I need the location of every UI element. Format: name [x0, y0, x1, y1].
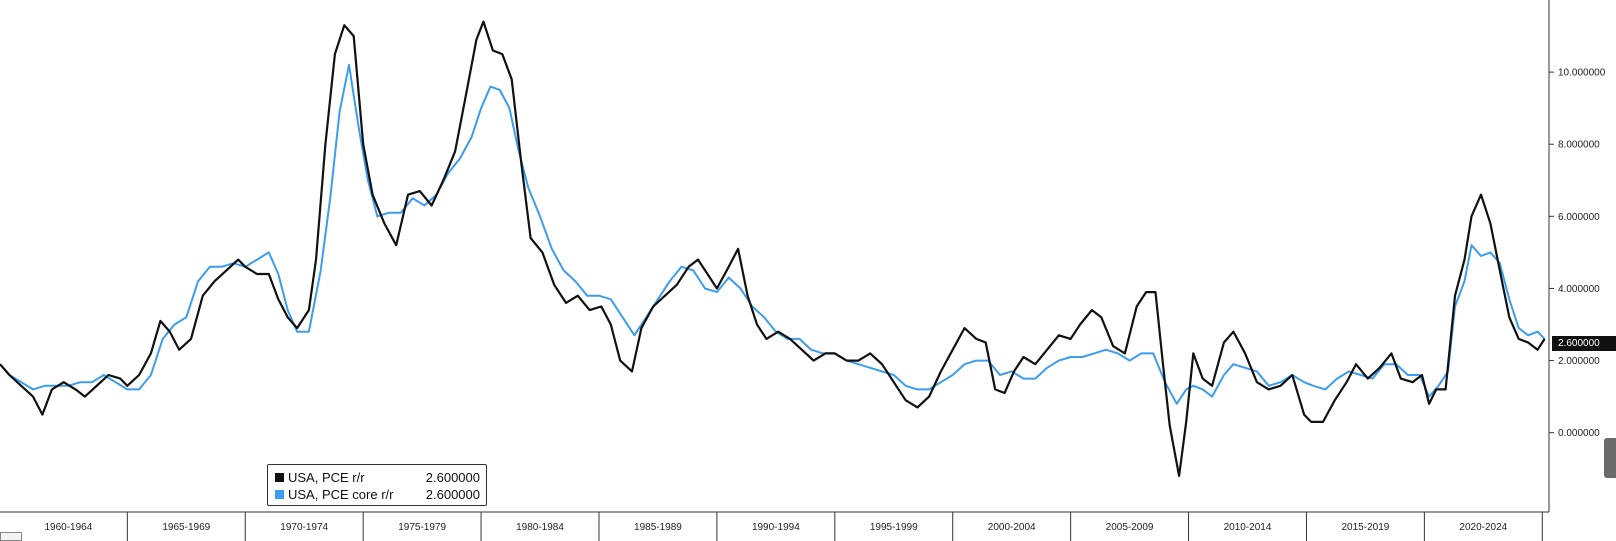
x-tick-label: 2015-2019 [1342, 522, 1390, 533]
legend-swatch-pce [275, 473, 284, 482]
y-tick-label: 2.000000 [1558, 356, 1600, 367]
legend: USA, PCE r/r 2.600000 USA, PCE core r/r … [267, 464, 487, 506]
x-tick-label: 1960-1964 [44, 522, 92, 533]
y-tick-label: 0.000000 [1558, 428, 1600, 439]
legend-item-pce: USA, PCE r/r 2.600000 [275, 469, 480, 486]
series-layer [0, 20, 1546, 477]
y-tick-label: 6.000000 [1558, 212, 1600, 223]
x-tick-label: 1970-1974 [280, 522, 328, 533]
x-tick-label: 2005-2009 [1106, 522, 1154, 533]
x-tick-label: 1975-1979 [398, 522, 446, 533]
x-tick-label: 2010-2014 [1224, 522, 1272, 533]
last-value-badge: 2.600000 [1552, 336, 1616, 351]
y-tick-label: 4.000000 [1558, 284, 1600, 295]
corner-tag [0, 532, 22, 541]
x-tick-label: 2000-2004 [988, 522, 1036, 533]
legend-label-pce: USA, PCE r/r [288, 470, 365, 485]
legend-item-pce-core: USA, PCE core r/r 2.600000 [275, 486, 480, 503]
x-tick-label: 1965-1969 [162, 522, 210, 533]
legend-label-pce-core: USA, PCE core r/r [288, 487, 394, 502]
legend-value-pce-core: 2.600000 [425, 487, 480, 502]
x-tick-label: 1990-1994 [752, 522, 800, 533]
y-tick-label: 10.000000 [1558, 68, 1606, 79]
series-line-pce [0, 20, 1546, 477]
series-line-pce-core [0, 63, 1546, 405]
x-tick-label: 2020-2024 [1459, 522, 1507, 533]
x-tick-label: 1995-1999 [870, 522, 918, 533]
legend-swatch-pce-core [275, 490, 284, 499]
legend-value-pce: 2.600000 [425, 470, 480, 485]
y-tick-label: 8.000000 [1558, 140, 1600, 151]
x-tick-label: 1980-1984 [516, 522, 564, 533]
x-tick-label: 1985-1989 [634, 522, 682, 533]
side-panel-tab[interactable] [1604, 438, 1616, 478]
